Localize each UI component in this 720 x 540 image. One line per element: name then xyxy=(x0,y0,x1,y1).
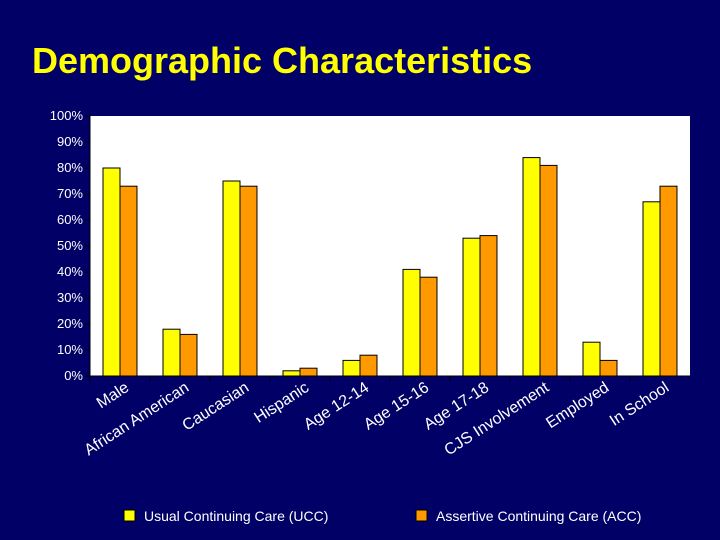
bar-acc xyxy=(359,354,378,377)
bar-acc xyxy=(539,164,558,377)
plot-area xyxy=(90,116,690,376)
y-tick-label: 20% xyxy=(57,316,83,331)
y-tick-label: 50% xyxy=(57,238,83,253)
bar-acc xyxy=(659,185,678,377)
bar-ucc xyxy=(522,157,541,377)
y-tick-label: 30% xyxy=(57,290,83,305)
y-axis: 0% 10% 20% 30% 40% 50% 60% 70% 80% 90% 100% xyxy=(50,108,90,383)
bars xyxy=(89,157,678,381)
legend-label: Assertive Continuing Care (ACC) xyxy=(436,508,641,524)
y-tick-label: 100% xyxy=(50,108,84,123)
y-tick-label: 70% xyxy=(57,186,83,201)
bar-ucc xyxy=(582,341,601,377)
bar-acc xyxy=(419,276,438,377)
chart-title: Demographic Characteristics xyxy=(32,40,533,81)
x-category-label: Age 15-16 xyxy=(361,379,432,434)
bar-ucc xyxy=(642,201,661,377)
legend: Usual Continuing Care (UCC) Assertive Con… xyxy=(123,508,641,524)
bar-ucc xyxy=(102,167,121,377)
bar-ucc xyxy=(162,328,181,377)
bar-ucc xyxy=(342,359,361,377)
y-tick-label: 0% xyxy=(64,368,83,383)
y-tick-label: 90% xyxy=(57,134,83,149)
x-category-label: CJS Involvement xyxy=(441,379,552,459)
x-category-label: Age 12-14 xyxy=(301,379,372,434)
x-category-label: Caucasian xyxy=(180,379,253,434)
x-category-label: African American xyxy=(81,379,192,459)
bar-ucc xyxy=(402,268,421,377)
bar-acc xyxy=(239,185,258,377)
bar-ucc xyxy=(222,180,241,377)
y-tick-label: 60% xyxy=(57,212,83,227)
legend-swatch xyxy=(415,509,428,522)
bar-acc xyxy=(119,185,138,377)
bar-acc xyxy=(179,333,198,377)
bar-acc xyxy=(599,359,618,377)
y-tick-label: 40% xyxy=(57,264,83,279)
y-tick-label: 10% xyxy=(57,342,83,357)
bar-ucc xyxy=(282,370,301,377)
x-category-label: Male xyxy=(94,379,132,412)
x-category-label: Employed xyxy=(543,379,612,432)
y-tick-label: 80% xyxy=(57,160,83,175)
bar-ucc xyxy=(462,237,481,377)
x-category-label: In School xyxy=(607,379,672,430)
legend-label: Usual Continuing Care (UCC) xyxy=(144,508,328,524)
bar-acc xyxy=(299,367,318,377)
legend-swatch xyxy=(123,509,136,522)
bar-acc xyxy=(479,235,498,377)
